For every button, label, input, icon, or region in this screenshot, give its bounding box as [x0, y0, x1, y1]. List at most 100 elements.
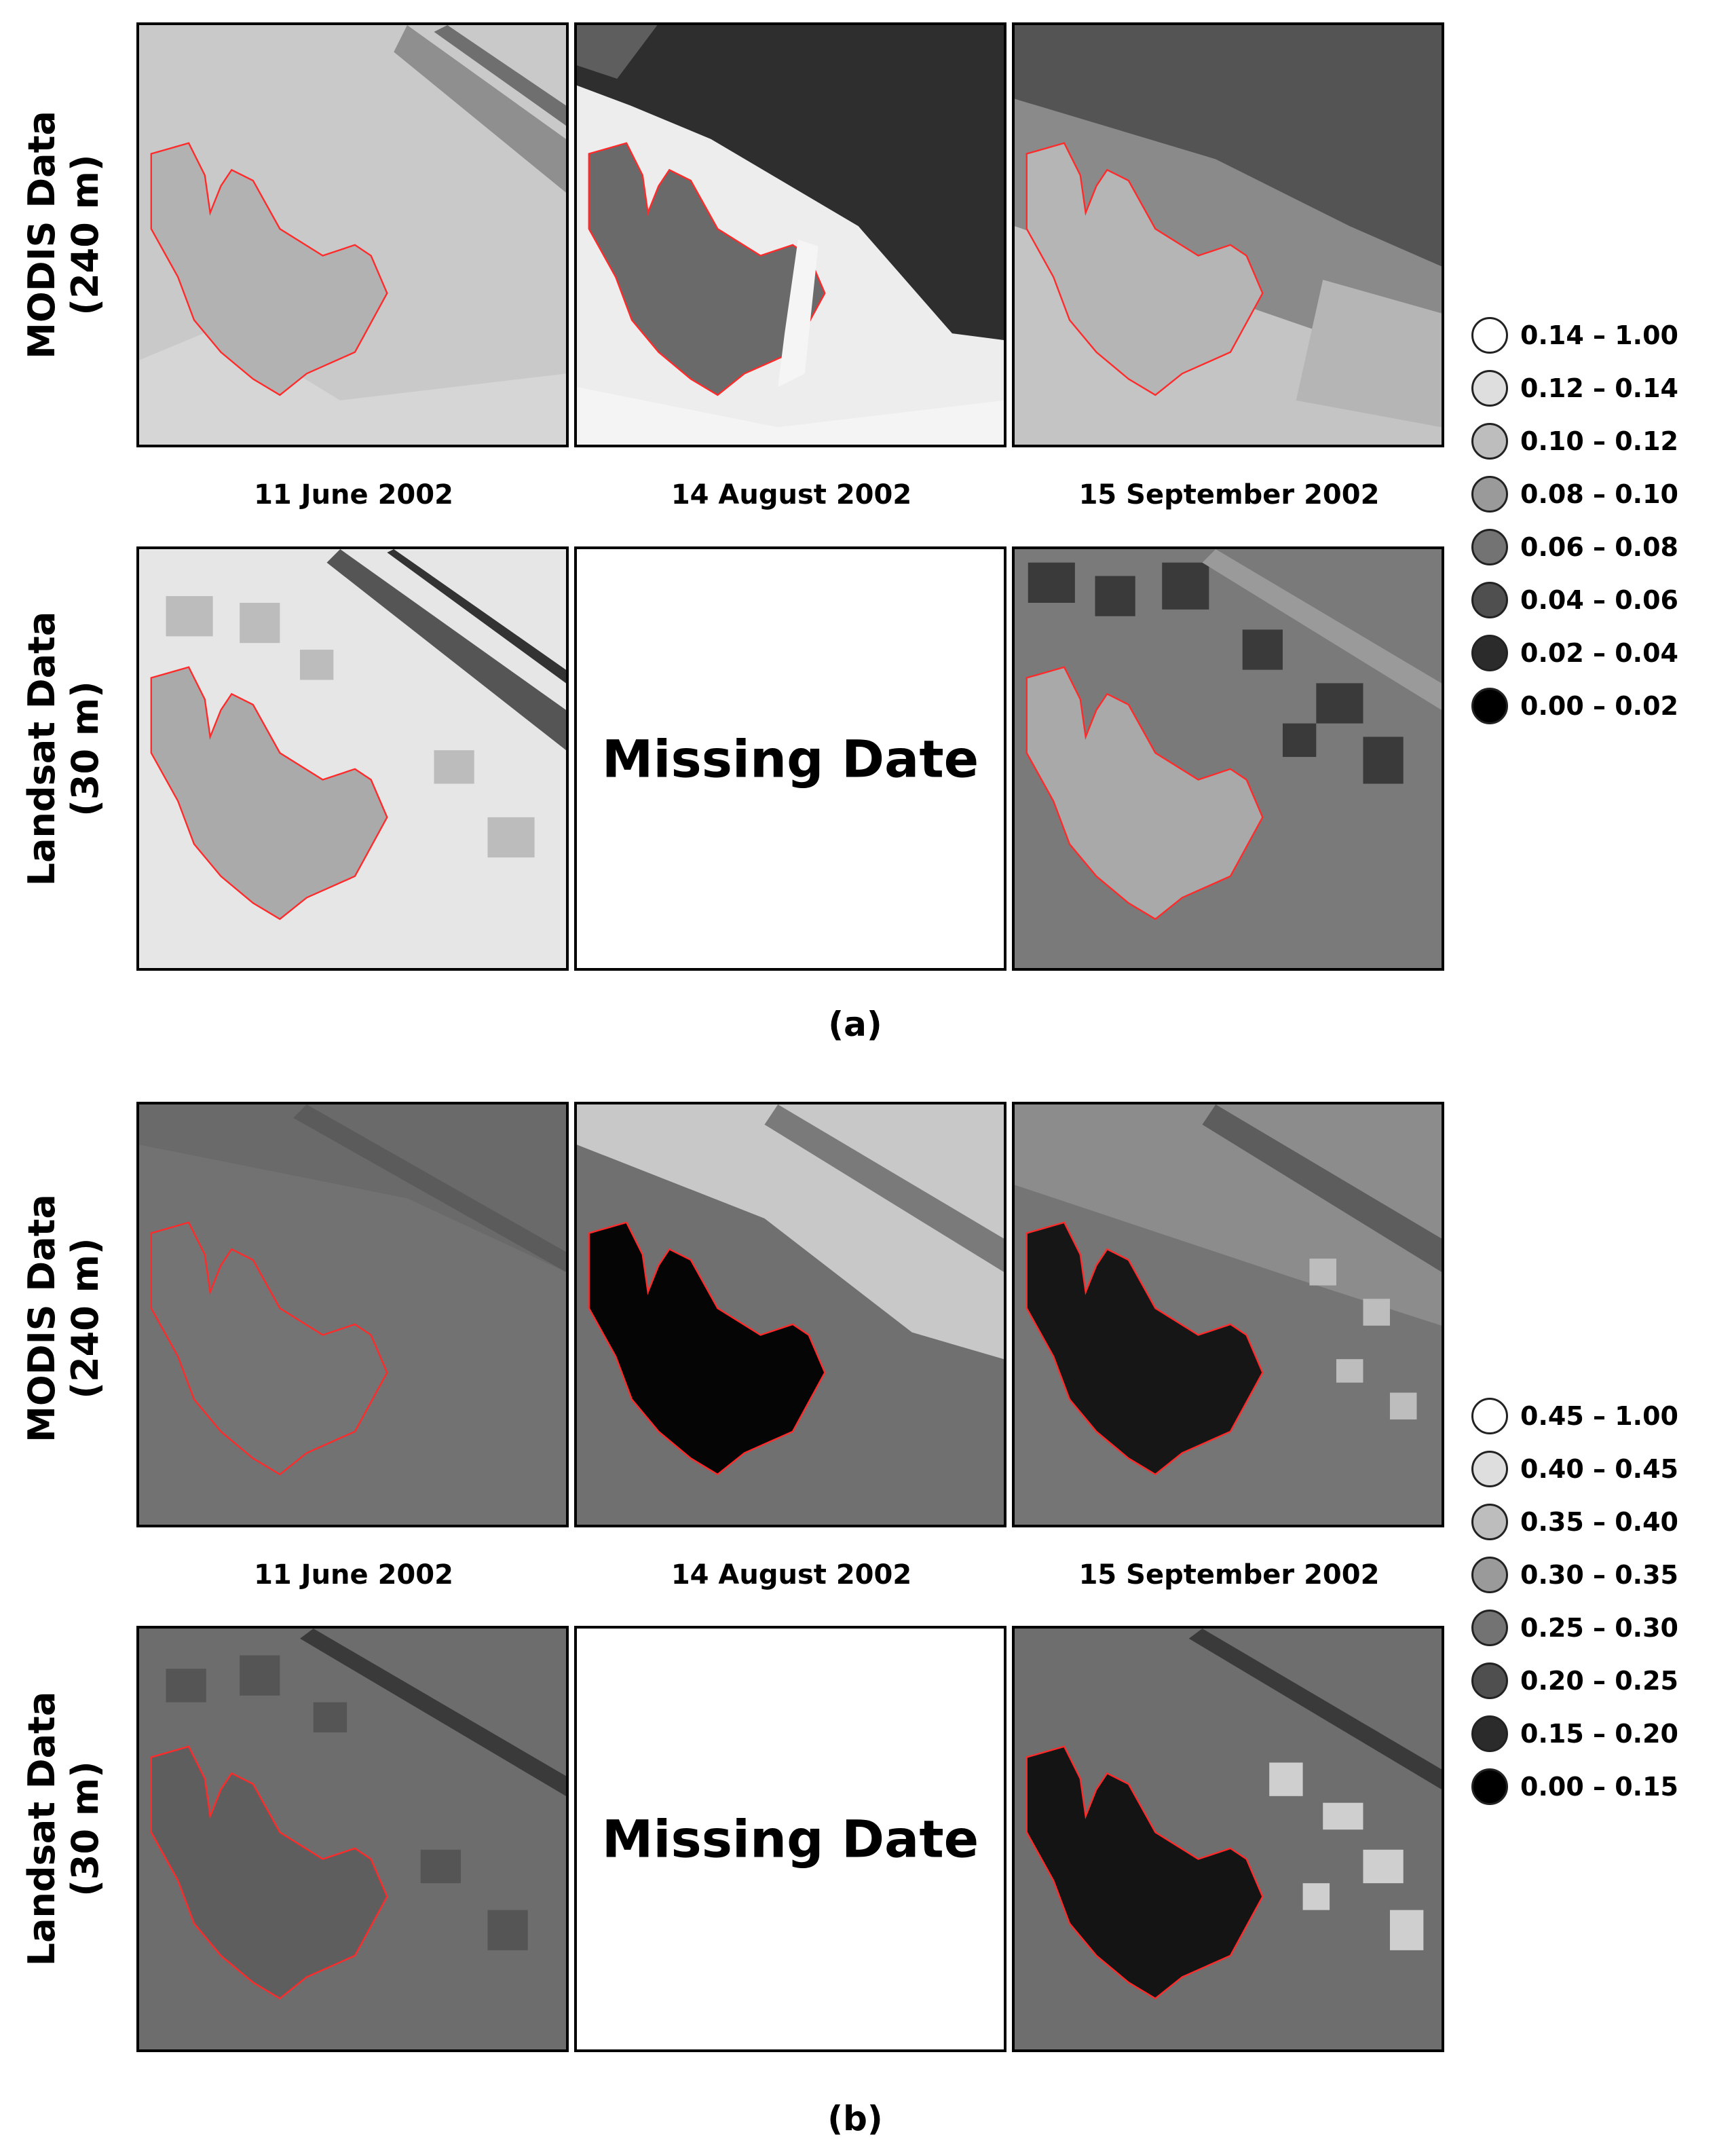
row-label-modis-a: MODIS Data (240 m) — [20, 18, 107, 452]
landsat-b-jun — [136, 1626, 569, 2052]
missing-date-label: Missing Date — [601, 1808, 979, 1870]
legend-swatch — [1471, 370, 1508, 407]
legend-item: 0.35 – 0.40 — [1471, 1495, 1678, 1548]
modis-a-aug — [574, 22, 1006, 447]
modis-b-aug-image — [577, 1104, 1004, 1525]
landsat-a-jun-image — [139, 549, 566, 968]
legend-label: 0.12 – 0.14 — [1520, 373, 1678, 403]
legend-swatch — [1471, 688, 1508, 724]
legend-label: 0.00 – 0.02 — [1520, 691, 1678, 721]
row-label-line1: MODIS Data — [20, 1194, 63, 1443]
legend-swatch — [1471, 1662, 1508, 1699]
legend-item: 0.15 – 0.20 — [1471, 1707, 1678, 1760]
legend-label: 0.25 – 0.30 — [1520, 1613, 1678, 1643]
row-label-line1: MODIS Data — [20, 111, 63, 359]
fire-boundary — [150, 666, 388, 921]
landsat-b-sep — [1012, 1626, 1444, 2052]
modis-a-sep — [1012, 22, 1444, 447]
legend-label: 0.35 – 0.40 — [1520, 1507, 1678, 1537]
date-label-jun: 11 June 2002 — [254, 479, 453, 510]
legend-swatch — [1471, 423, 1508, 460]
fire-boundary — [588, 1221, 826, 1476]
legend-swatch — [1471, 1557, 1508, 1593]
legend-label: 0.10 – 0.12 — [1520, 426, 1678, 456]
row-label-landsat-b: Landsat Data (30 m) — [20, 1612, 107, 2046]
legend-item: 0.40 – 0.45 — [1471, 1443, 1678, 1495]
legend-swatch — [1471, 317, 1508, 354]
legend-label: 0.15 – 0.20 — [1520, 1719, 1678, 1749]
legend-b: 0.45 – 1.00 0.40 – 0.45 0.35 – 0.40 0.30… — [1471, 1390, 1678, 1813]
row-label-line2: (240 m) — [64, 154, 107, 316]
legend-swatch — [1471, 635, 1508, 671]
legend-swatch — [1471, 1715, 1508, 1752]
legend-item: 0.45 – 1.00 — [1471, 1390, 1678, 1443]
legend-label: 0.14 – 1.00 — [1520, 320, 1678, 350]
legend-item: 0.00 – 0.02 — [1471, 680, 1678, 732]
date-label-sep: 15 September 2002 — [1078, 1559, 1380, 1591]
fire-boundary — [150, 142, 388, 396]
legend-item: 0.04 – 0.06 — [1471, 574, 1678, 627]
date-label-sep: 15 September 2002 — [1078, 479, 1380, 510]
row-label-line2: (240 m) — [64, 1238, 107, 1399]
legend-label: 0.00 – 0.15 — [1520, 1772, 1678, 1802]
modis-a-sep-image — [1015, 25, 1442, 445]
landsat-b-jun-image — [139, 1629, 566, 2049]
modis-b-jun-image — [139, 1104, 566, 1525]
legend-item: 0.10 – 0.12 — [1471, 415, 1678, 468]
modis-b-sep — [1012, 1102, 1444, 1527]
legend-label: 0.20 – 0.25 — [1520, 1666, 1678, 1696]
fire-boundary — [1025, 1221, 1264, 1476]
legend-label: 0.04 – 0.06 — [1520, 585, 1678, 615]
legend-item: 0.25 – 0.30 — [1471, 1601, 1678, 1654]
legend-swatch — [1471, 1768, 1508, 1805]
landsat-b-sep-image — [1015, 1629, 1442, 2049]
modis-b-sep-image — [1015, 1104, 1442, 1525]
legend-swatch — [1471, 476, 1508, 513]
fire-boundary — [1025, 666, 1264, 921]
legend-item: 0.20 – 0.25 — [1471, 1654, 1678, 1707]
modis-a-jun — [136, 22, 569, 447]
landsat-b-aug-missing: Missing Date — [574, 1626, 1006, 2052]
figure-label-b: (b) — [827, 2099, 883, 2138]
legend-label: 0.06 – 0.08 — [1520, 532, 1678, 562]
row-label-line1: Landsat Data — [20, 1691, 63, 1967]
legend-item: 0.06 – 0.08 — [1471, 521, 1678, 574]
legend-item: 0.02 – 0.04 — [1471, 627, 1678, 680]
landsat-a-jun — [136, 546, 569, 971]
fire-boundary — [150, 1745, 388, 2000]
fire-boundary — [1025, 142, 1264, 396]
row-label-landsat-a: Landsat Data (30 m) — [20, 532, 107, 966]
landsat-a-sep — [1012, 546, 1444, 971]
legend-item: 0.08 – 0.10 — [1471, 468, 1678, 521]
date-label-jun: 11 June 2002 — [254, 1559, 453, 1591]
legend-swatch — [1471, 1504, 1508, 1540]
landsat-a-sep-image — [1015, 549, 1442, 968]
legend-label: 0.02 – 0.04 — [1520, 638, 1678, 668]
legend-swatch — [1471, 1610, 1508, 1646]
fire-boundary — [1025, 1745, 1264, 2000]
modis-b-aug — [574, 1102, 1006, 1527]
legend-label: 0.45 – 1.00 — [1520, 1401, 1678, 1431]
fire-boundary — [150, 1221, 388, 1476]
legend-label: 0.30 – 0.35 — [1520, 1560, 1678, 1590]
modis-a-aug-image — [577, 25, 1004, 445]
row-label-line2: (30 m) — [64, 681, 107, 817]
row-label-line2: (30 m) — [64, 1761, 107, 1897]
date-label-aug: 14 August 2002 — [671, 479, 912, 510]
legend-swatch — [1471, 1451, 1508, 1487]
modis-a-jun-image — [139, 25, 566, 445]
legend-label: 0.08 – 0.10 — [1520, 479, 1678, 509]
missing-date-label: Missing Date — [601, 728, 979, 789]
legend-swatch — [1471, 582, 1508, 618]
date-label-aug: 14 August 2002 — [671, 1559, 912, 1591]
legend-item: 0.14 – 1.00 — [1471, 309, 1678, 362]
legend-item: 0.00 – 0.15 — [1471, 1760, 1678, 1813]
legend-swatch — [1471, 1398, 1508, 1434]
legend-item: 0.12 – 0.14 — [1471, 362, 1678, 415]
legend-swatch — [1471, 529, 1508, 565]
legend-a: 0.14 – 1.00 0.12 – 0.14 0.10 – 0.12 0.08… — [1471, 309, 1678, 732]
landsat-a-aug-missing: Missing Date — [574, 546, 1006, 971]
row-label-modis-b: MODIS Data (240 m) — [20, 1101, 107, 1536]
modis-b-jun — [136, 1102, 569, 1527]
row-label-line1: Landsat Data — [20, 611, 63, 887]
